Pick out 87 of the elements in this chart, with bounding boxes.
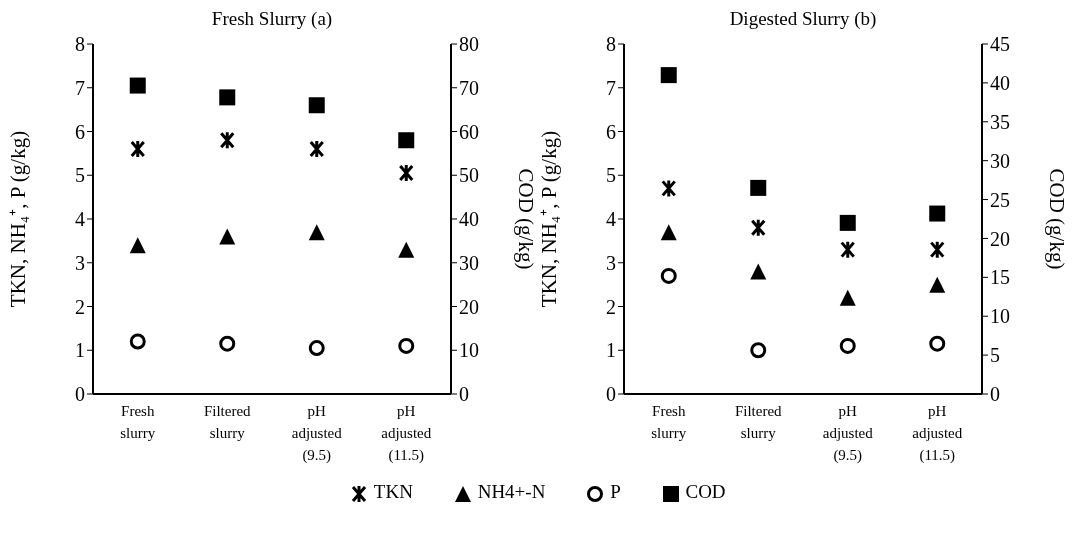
point bbox=[130, 139, 146, 159]
chart-title: Digested Slurry (b) bbox=[728, 8, 878, 31]
point bbox=[308, 340, 325, 357]
y2-tick-label: 50 bbox=[459, 164, 479, 187]
y-tick-label: 7 bbox=[606, 76, 616, 99]
y-tick-label: 8 bbox=[75, 33, 85, 56]
y2-tick-label: 35 bbox=[990, 110, 1010, 133]
y2-tick-label: 70 bbox=[459, 76, 479, 99]
point bbox=[398, 337, 415, 354]
point bbox=[219, 228, 236, 245]
point bbox=[308, 224, 325, 241]
point bbox=[929, 276, 946, 293]
y2-tick-label: 40 bbox=[459, 208, 479, 231]
y2-axis-title: COD (g/kg) bbox=[513, 168, 538, 270]
y2-tick-label: 20 bbox=[459, 295, 479, 318]
y-tick-label: 1 bbox=[75, 339, 85, 362]
point bbox=[750, 263, 767, 280]
y-tick-label: 7 bbox=[75, 76, 85, 99]
point bbox=[129, 77, 146, 94]
x-tick-label: pH adjusted (11.5) bbox=[381, 403, 432, 464]
x-tick-label: Filtered slurry bbox=[734, 403, 783, 441]
y-tick-label: 3 bbox=[606, 251, 616, 274]
point bbox=[129, 237, 146, 254]
x-tick-label: Filtered slurry bbox=[203, 403, 252, 441]
y-tick-label: 5 bbox=[75, 164, 85, 187]
point bbox=[308, 97, 325, 114]
x-tick-label: Fresh slurry bbox=[651, 403, 687, 441]
y2-tick-label: 10 bbox=[459, 339, 479, 362]
y2-axis-title: COD (g/kg) bbox=[1044, 168, 1069, 270]
point bbox=[750, 179, 767, 196]
y2-tick-label: 5 bbox=[990, 344, 1000, 367]
y2-tick-label: 60 bbox=[459, 120, 479, 143]
point bbox=[929, 205, 946, 222]
y2-tick-label: 25 bbox=[990, 188, 1010, 211]
y-tick-label: 6 bbox=[75, 120, 85, 143]
y-tick-label: 0 bbox=[606, 383, 616, 406]
point bbox=[750, 342, 767, 359]
point bbox=[660, 224, 677, 241]
point bbox=[660, 267, 677, 284]
chart-title: Fresh Slurry (a) bbox=[210, 8, 334, 31]
legend-label: TKN bbox=[372, 481, 413, 504]
point bbox=[219, 89, 236, 106]
y-tick-label: 8 bbox=[606, 33, 616, 56]
y2-tick-label: 20 bbox=[990, 227, 1010, 250]
x-tick-label: pH adjusted (9.5) bbox=[822, 403, 874, 464]
y2-tick-label: 0 bbox=[990, 383, 1000, 406]
y2-tick-label: 10 bbox=[990, 305, 1010, 328]
x-tick-label: pH adjusted (11.5) bbox=[912, 403, 963, 464]
legend-label: P bbox=[609, 481, 621, 504]
point bbox=[929, 335, 946, 352]
point bbox=[398, 132, 415, 149]
point bbox=[661, 178, 677, 198]
y2-tick-label: 30 bbox=[990, 149, 1010, 172]
y-tick-label: 0 bbox=[75, 383, 85, 406]
y-tick-label: 6 bbox=[606, 120, 616, 143]
y-axis-title: TKN, NH₄⁺, P (g/kg) bbox=[537, 130, 562, 308]
legend-label: NH4+-N bbox=[476, 481, 546, 504]
point bbox=[750, 218, 766, 238]
y2-tick-label: 45 bbox=[990, 33, 1010, 56]
point bbox=[839, 214, 856, 231]
y-tick-label: 3 bbox=[75, 251, 85, 274]
y2-tick-label: 40 bbox=[990, 71, 1010, 94]
point bbox=[219, 335, 236, 352]
point bbox=[929, 240, 945, 260]
y-tick-label: 4 bbox=[606, 208, 616, 231]
point bbox=[219, 130, 235, 150]
point bbox=[840, 240, 856, 260]
x-tick-label: pH adjusted (9.5) bbox=[291, 403, 343, 464]
y2-tick-label: 80 bbox=[459, 33, 479, 56]
point bbox=[309, 139, 325, 159]
y2-tick-label: 15 bbox=[990, 266, 1010, 289]
y-tick-label: 2 bbox=[75, 295, 85, 318]
y-tick-label: 2 bbox=[606, 295, 616, 318]
point bbox=[839, 289, 856, 306]
y2-tick-label: 30 bbox=[459, 251, 479, 274]
legend-label: COD bbox=[684, 481, 726, 504]
y2-tick-label: 0 bbox=[459, 383, 469, 406]
point bbox=[129, 333, 146, 350]
point bbox=[398, 241, 415, 258]
x-tick-label: Fresh slurry bbox=[120, 403, 156, 441]
y-axis-title: TKN, NH₄⁺, P (g/kg) bbox=[6, 130, 31, 308]
point bbox=[398, 163, 414, 183]
y-tick-label: 5 bbox=[606, 164, 616, 187]
y-tick-label: 1 bbox=[606, 339, 616, 362]
point bbox=[660, 67, 677, 84]
point bbox=[839, 337, 856, 354]
y-tick-label: 4 bbox=[75, 208, 85, 231]
